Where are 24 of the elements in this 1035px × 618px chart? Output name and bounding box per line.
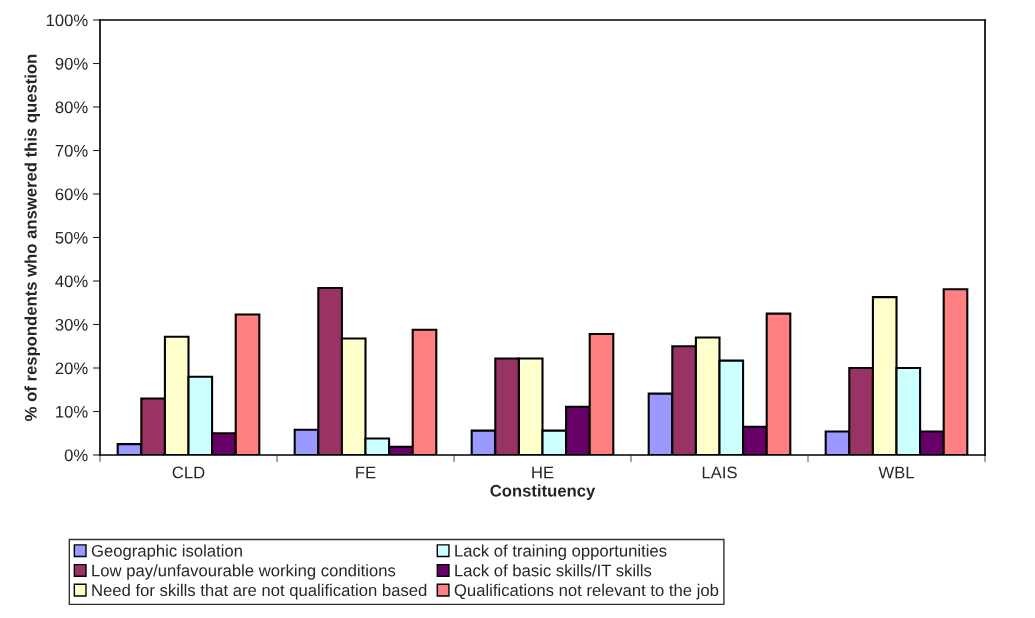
y-tick-label: 20% xyxy=(55,362,88,375)
y-tick-label: 100% xyxy=(46,14,88,27)
y-axis-title: % of respondents who answered this question xyxy=(24,54,41,421)
legend-label: Low pay/unfavourable working conditions xyxy=(92,564,396,580)
legend-label: Lack of basic skills/IT skills xyxy=(455,564,652,577)
y-tick-label: 90% xyxy=(55,57,88,70)
legend-label: Geographic isolation xyxy=(91,544,242,560)
y-tick-label: 10% xyxy=(56,405,88,418)
legend-label: Need for skills that are not qualification based xyxy=(92,583,427,600)
x-tick-label: FE xyxy=(356,466,376,479)
x-axis-title: Constituency xyxy=(490,484,596,500)
x-tick-label: WBL xyxy=(878,466,914,479)
x-tick-label: HE xyxy=(532,466,554,479)
x-tick-label: CLD xyxy=(172,466,205,479)
y-tick-label: 40% xyxy=(55,275,88,288)
y-tick-label: 50% xyxy=(55,231,88,244)
legend-label: Lack of training opportunities xyxy=(455,544,667,560)
y-tick-label: 30% xyxy=(55,318,88,331)
legend-label: Qualifications not relevant to the job xyxy=(454,583,719,600)
y-tick-label: 70% xyxy=(55,144,88,157)
y-tick-label: 60% xyxy=(55,188,88,201)
y-tick-label: 0% xyxy=(64,449,88,462)
y-tick-label: 80% xyxy=(55,101,88,114)
x-tick-label: LAIS xyxy=(702,466,737,479)
